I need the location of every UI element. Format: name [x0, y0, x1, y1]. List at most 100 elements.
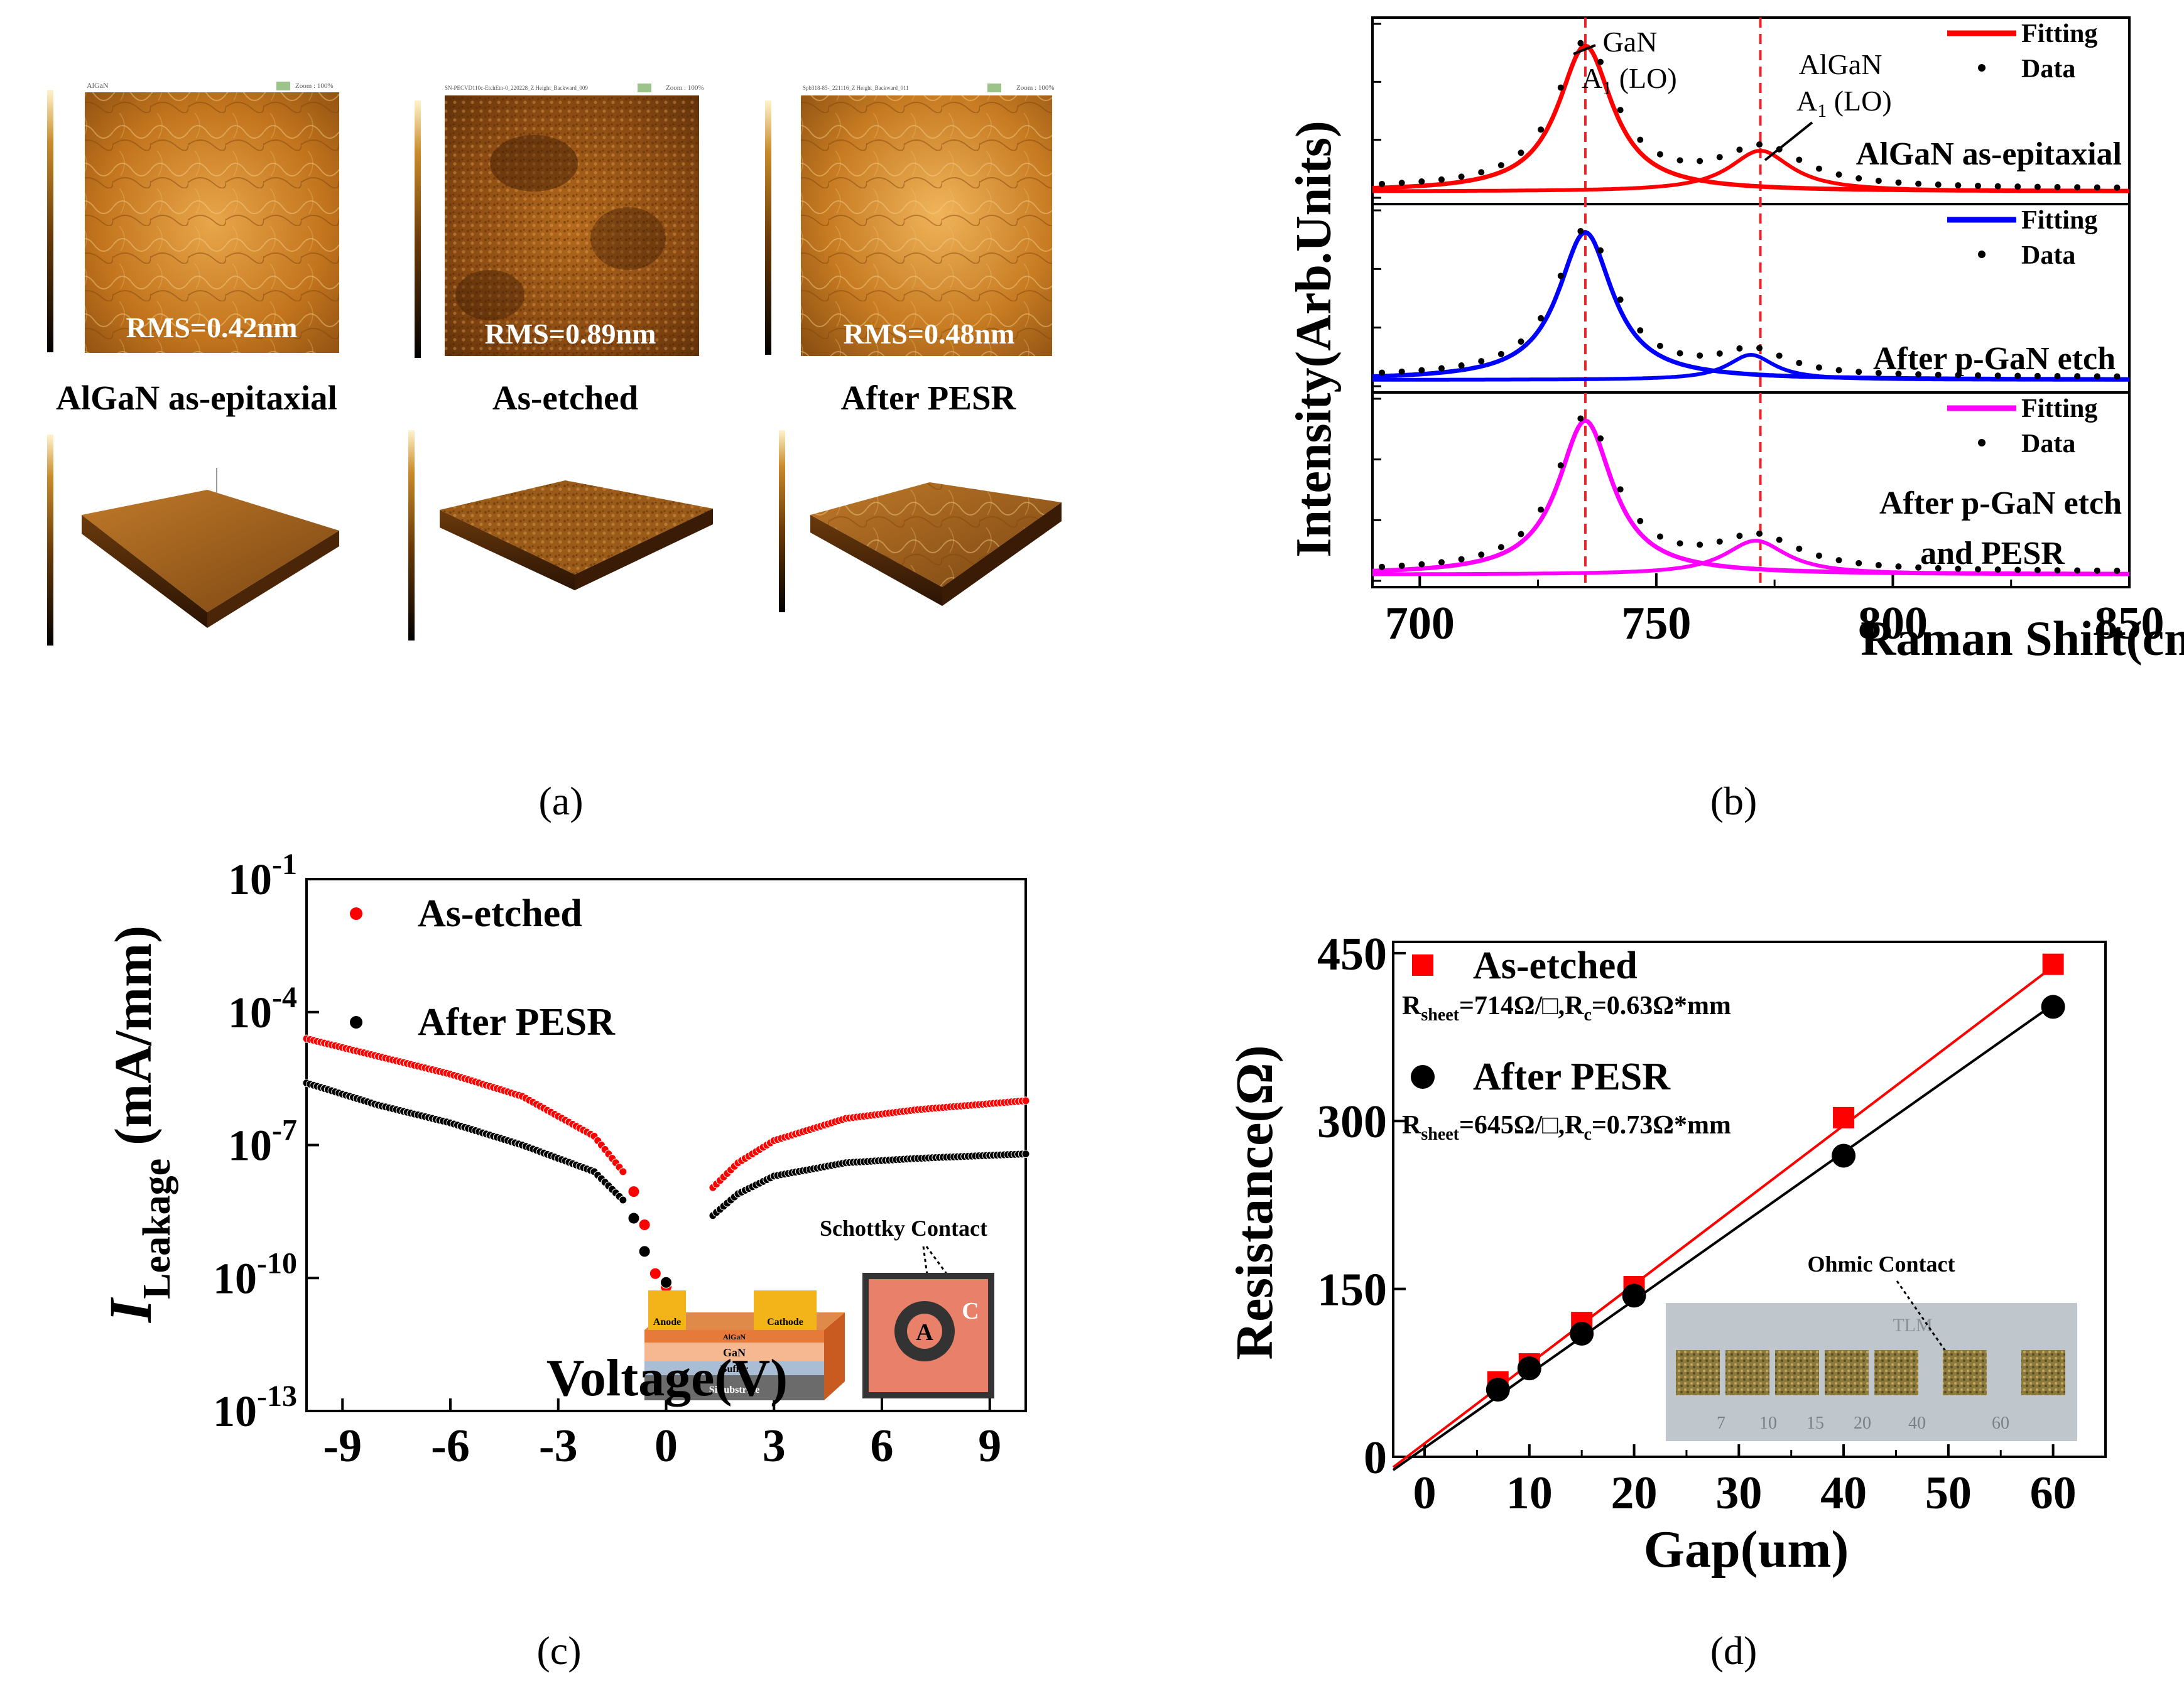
inset-gap-label: 10	[1759, 1413, 1777, 1433]
inset-text: A	[916, 1319, 933, 1346]
data-point	[1617, 296, 1624, 303]
series-name: AlGaN as-epitaxial	[1856, 136, 2122, 172]
afm-header: Spb318-85-_221116_Z Height_Backward_011	[803, 85, 909, 91]
legend-data-swatch	[1978, 251, 1986, 258]
legend-data-swatch	[1978, 64, 1986, 72]
legend-data-swatch	[1978, 439, 1986, 446]
note-text: =0.63Ω*mm	[1592, 992, 1731, 1020]
y-tick-label: 0	[1364, 1432, 1387, 1484]
data-point	[1796, 360, 1803, 367]
inset-text: C	[962, 1298, 979, 1324]
annotation-sub: 1	[1817, 100, 1827, 121]
panel-label-d: (d)	[1710, 1628, 1758, 1673]
legend-label: As-etched	[418, 892, 582, 935]
annotation-text: (LO)	[1612, 62, 1676, 94]
data-point	[1379, 369, 1386, 376]
data-point	[627, 1212, 640, 1224]
data-point	[1935, 371, 1942, 378]
data-point	[1975, 566, 1981, 573]
afm-texture	[85, 92, 339, 353]
afm-3d-colorbar	[47, 435, 53, 646]
plot-frame	[1392, 941, 2107, 1458]
note-text: R	[1402, 1111, 1421, 1140]
data-point	[1776, 536, 1783, 543]
data-point	[1815, 364, 1822, 371]
inset-layer-buffer	[644, 1361, 824, 1375]
inset-gap-label: 20	[1854, 1413, 1871, 1433]
data-point	[1895, 370, 1902, 377]
x-tick-label: -3	[539, 1420, 578, 1472]
series-name: After p-GaN etch	[1873, 341, 2116, 377]
note-sub: c	[1584, 1125, 1591, 1144]
data-point	[1517, 1356, 1541, 1381]
note-text: =645Ω/□,R	[1459, 1111, 1584, 1140]
panel-a: AlGaN Zoom : 100% RMS=0.42nm AlGaN as-ep…	[47, 81, 1062, 823]
data-point	[1577, 415, 1584, 422]
inset-gap-label: 7	[1717, 1413, 1725, 1433]
data-point	[1736, 532, 1743, 539]
data-point	[1697, 541, 1703, 548]
note-text: =714Ω/□,R	[1459, 992, 1584, 1020]
inset-gap-label: 60	[1992, 1413, 2009, 1433]
data-point	[1398, 180, 1405, 186]
inset-text: Buffer	[720, 1364, 748, 1375]
afm-zoom: Zoom : 100%	[1016, 84, 1055, 92]
data-point	[1915, 564, 1922, 571]
data-point	[1497, 162, 1504, 169]
y-tick-label: 10-7	[228, 1114, 297, 1170]
afm-title: As-etched	[492, 379, 638, 417]
data-point	[1021, 1150, 1030, 1159]
inset-layer-algan	[644, 1330, 824, 1343]
x-axis-label: Gap(um)	[1644, 1520, 1849, 1579]
legend-fit-label: Fitting	[2021, 206, 2097, 235]
data-point	[1478, 169, 1485, 176]
fit-curve-algan	[1372, 352, 2129, 382]
afm-3d-surface-texture	[440, 480, 713, 575]
fit-curve-algan	[1372, 148, 2129, 193]
data-point	[1835, 171, 1842, 178]
data-point	[1557, 462, 1564, 469]
afm-texture	[801, 95, 1052, 356]
afm-3d-side	[207, 531, 339, 628]
data-point	[1597, 58, 1604, 65]
data-point	[2034, 183, 2041, 190]
y-tick-exp: -10	[257, 1246, 297, 1280]
data-point	[1486, 1378, 1510, 1402]
afm-sample-1: AlGaN Zoom : 100% RMS=0.42nm AlGaN as-ep…	[47, 81, 339, 646]
afm-3d-surface-texture	[810, 482, 1062, 587]
afm-title: After PESR	[841, 379, 1017, 417]
raman-plot: 700 750 800 850 Fitting Data Fitting Data Fittin…	[1371, 16, 2165, 649]
data-point	[1021, 1096, 1030, 1105]
afm-rms-label: RMS=0.42nm	[126, 311, 298, 343]
zoom-icon	[638, 84, 651, 92]
data-point	[1776, 352, 1783, 359]
data-point	[1497, 350, 1504, 357]
inset-text: Cathode	[767, 1317, 803, 1327]
y-tick-exp: -13	[257, 1380, 297, 1413]
data-point	[1835, 367, 1842, 374]
afm-3d-colorbar	[408, 430, 415, 641]
zoom-icon	[276, 82, 290, 90]
annotation-arrow	[1573, 44, 1596, 55]
data-point	[1637, 517, 1644, 524]
legend-fit-label: Fitting	[2021, 19, 2097, 48]
legend-label: After PESR	[1473, 1056, 1671, 1098]
y-tick-label: 10-1	[228, 848, 297, 904]
data-point	[1796, 545, 1803, 552]
y-axis-label: Intensity(Arb.Units)	[1286, 121, 1342, 558]
data-point	[1577, 40, 1584, 46]
inset-gap-label: 15	[1806, 1413, 1824, 1433]
data-point	[649, 1267, 661, 1280]
x-tick-label: 40	[1820, 1467, 1867, 1519]
data-point	[1438, 365, 1445, 372]
afm-3d-side	[810, 515, 942, 606]
inset-title: Schottky Contact	[820, 1216, 987, 1241]
data-point	[1418, 561, 1425, 568]
inset-gap-label: 40	[1908, 1413, 1926, 1433]
inset-pointer	[1896, 1280, 1955, 1363]
data-point	[1656, 533, 1663, 540]
y-tick-label: 10-10	[213, 1246, 297, 1303]
tlm-pad	[1676, 1350, 1720, 1395]
x-tick-label: 750	[1621, 598, 1691, 649]
annotation-text: A	[1796, 85, 1817, 117]
